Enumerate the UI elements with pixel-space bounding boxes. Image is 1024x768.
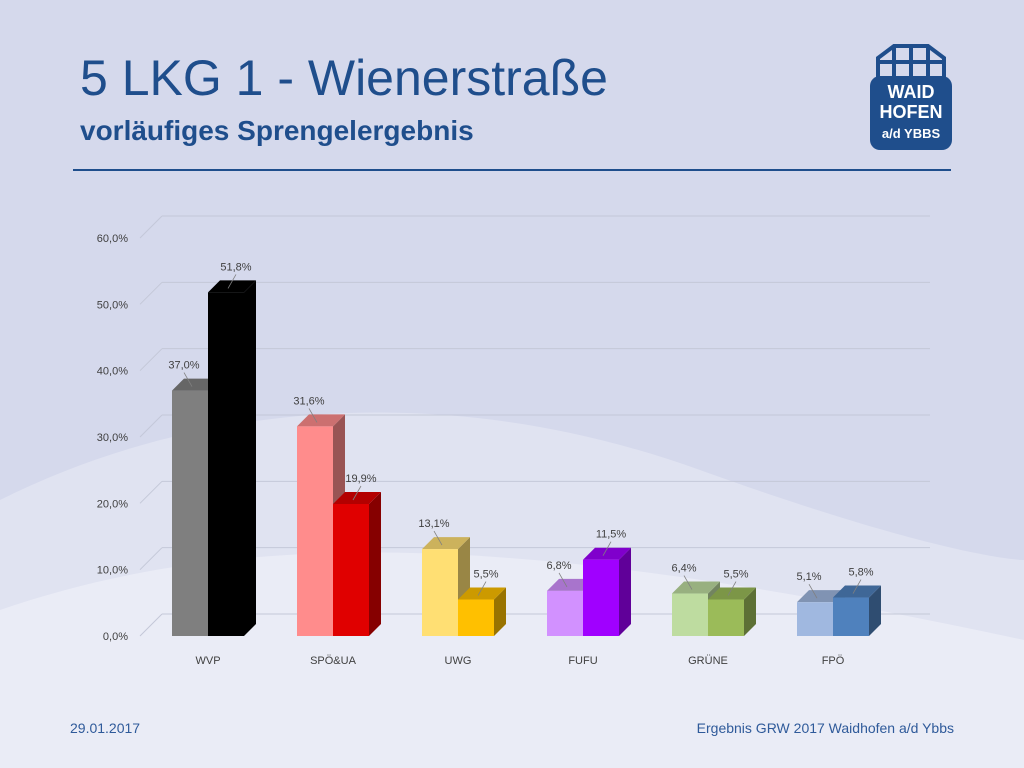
bar-side <box>494 587 506 636</box>
x-tick-label: SPÖ&UA <box>310 655 357 667</box>
bar <box>833 597 869 636</box>
y-tick-label: 40,0% <box>97 366 128 378</box>
bar <box>297 426 333 636</box>
data-label: 6,8% <box>546 560 571 572</box>
y-tick-label: 10,0% <box>97 565 128 577</box>
data-label: 37,0% <box>168 360 199 372</box>
data-label-leader <box>558 572 568 588</box>
data-label-leader <box>227 274 237 289</box>
x-tick-label: UWG <box>445 655 472 667</box>
data-label-leader <box>433 530 443 546</box>
data-label-leader <box>602 541 612 556</box>
page-subtitle: vorläufiges Sprengelergebnis <box>80 115 474 146</box>
bar-top <box>422 537 470 550</box>
bar-top <box>208 280 256 293</box>
waidhofen-logo: WAID HOFEN a/d YBBS <box>870 44 952 150</box>
gridline-depth <box>139 613 163 637</box>
bar <box>208 292 244 636</box>
data-label: 5,5% <box>473 569 498 581</box>
x-tick-label: FUFU <box>568 655 597 667</box>
bar-top <box>833 585 881 598</box>
bar-side <box>619 547 631 636</box>
bar <box>547 590 583 636</box>
data-label: 19,9% <box>345 473 376 485</box>
data-label-leader <box>808 583 818 599</box>
data-label: 5,8% <box>848 567 873 579</box>
data-label-leader <box>308 408 318 423</box>
x-tick-label: WVP <box>195 655 220 667</box>
bar-top <box>458 587 506 600</box>
data-label-leader <box>683 575 693 590</box>
data-label-leader <box>183 372 193 387</box>
data-label: 51,8% <box>220 261 251 273</box>
bar <box>797 602 833 636</box>
bar-side <box>369 491 381 636</box>
data-label-leader <box>852 579 862 594</box>
bar <box>422 549 458 636</box>
bar-chart: 0,0% 10,0% 20,0% 30,0% 40,0% 50,0% 60,0% 37,0%… <box>97 215 930 667</box>
svg-text:HOFEN: HOFEN <box>880 102 943 122</box>
bar-top <box>583 547 631 560</box>
y-tick-label: 30,0% <box>97 432 128 444</box>
x-tick-label: GRÜNE <box>688 655 728 667</box>
svg-text:a/d YBBS: a/d YBBS <box>882 126 941 141</box>
bar-top <box>297 414 345 427</box>
y-tick-label: 60,0% <box>97 233 128 245</box>
gridline-depth <box>139 281 163 305</box>
page-title: 5 LKG 1 - Wienerstraße <box>80 50 608 106</box>
data-label-leader <box>477 581 487 596</box>
data-label-leader <box>727 581 737 596</box>
x-tick-label: FPÖ <box>822 655 845 667</box>
data-label: 6,4% <box>671 563 696 575</box>
y-tick-label: 0,0% <box>103 631 128 643</box>
bar-top <box>672 581 720 594</box>
data-label: 5,5% <box>723 569 748 581</box>
y-tick-label: 20,0% <box>97 498 128 510</box>
bar <box>672 593 708 636</box>
bar <box>458 599 494 636</box>
bar-top <box>333 491 381 504</box>
data-label: 31,6% <box>293 395 324 407</box>
footer-source: Ergebnis GRW 2017 Waidhofen a/d Ybbs <box>696 720 954 736</box>
footer-date: 29.01.2017 <box>70 720 141 736</box>
gridline-depth <box>139 414 163 438</box>
data-label: 13,1% <box>418 518 449 530</box>
gridline-depth <box>139 547 163 571</box>
gridline-depth <box>139 348 163 372</box>
data-label: 5,1% <box>796 571 821 583</box>
title-divider <box>73 169 951 171</box>
data-label: 11,5% <box>596 529 627 541</box>
bar-top <box>708 587 756 600</box>
y-tick-label: 50,0% <box>97 299 128 311</box>
bar-side <box>244 280 256 636</box>
gridline-depth <box>139 480 163 504</box>
bar <box>172 390 208 636</box>
svg-text:WAID: WAID <box>888 82 935 102</box>
gridline-depth <box>139 215 163 239</box>
bar <box>333 503 369 636</box>
bar <box>708 599 744 636</box>
bar-side <box>744 587 756 636</box>
bar <box>583 559 619 636</box>
data-label-leader <box>352 485 362 501</box>
bar-side <box>869 585 881 636</box>
